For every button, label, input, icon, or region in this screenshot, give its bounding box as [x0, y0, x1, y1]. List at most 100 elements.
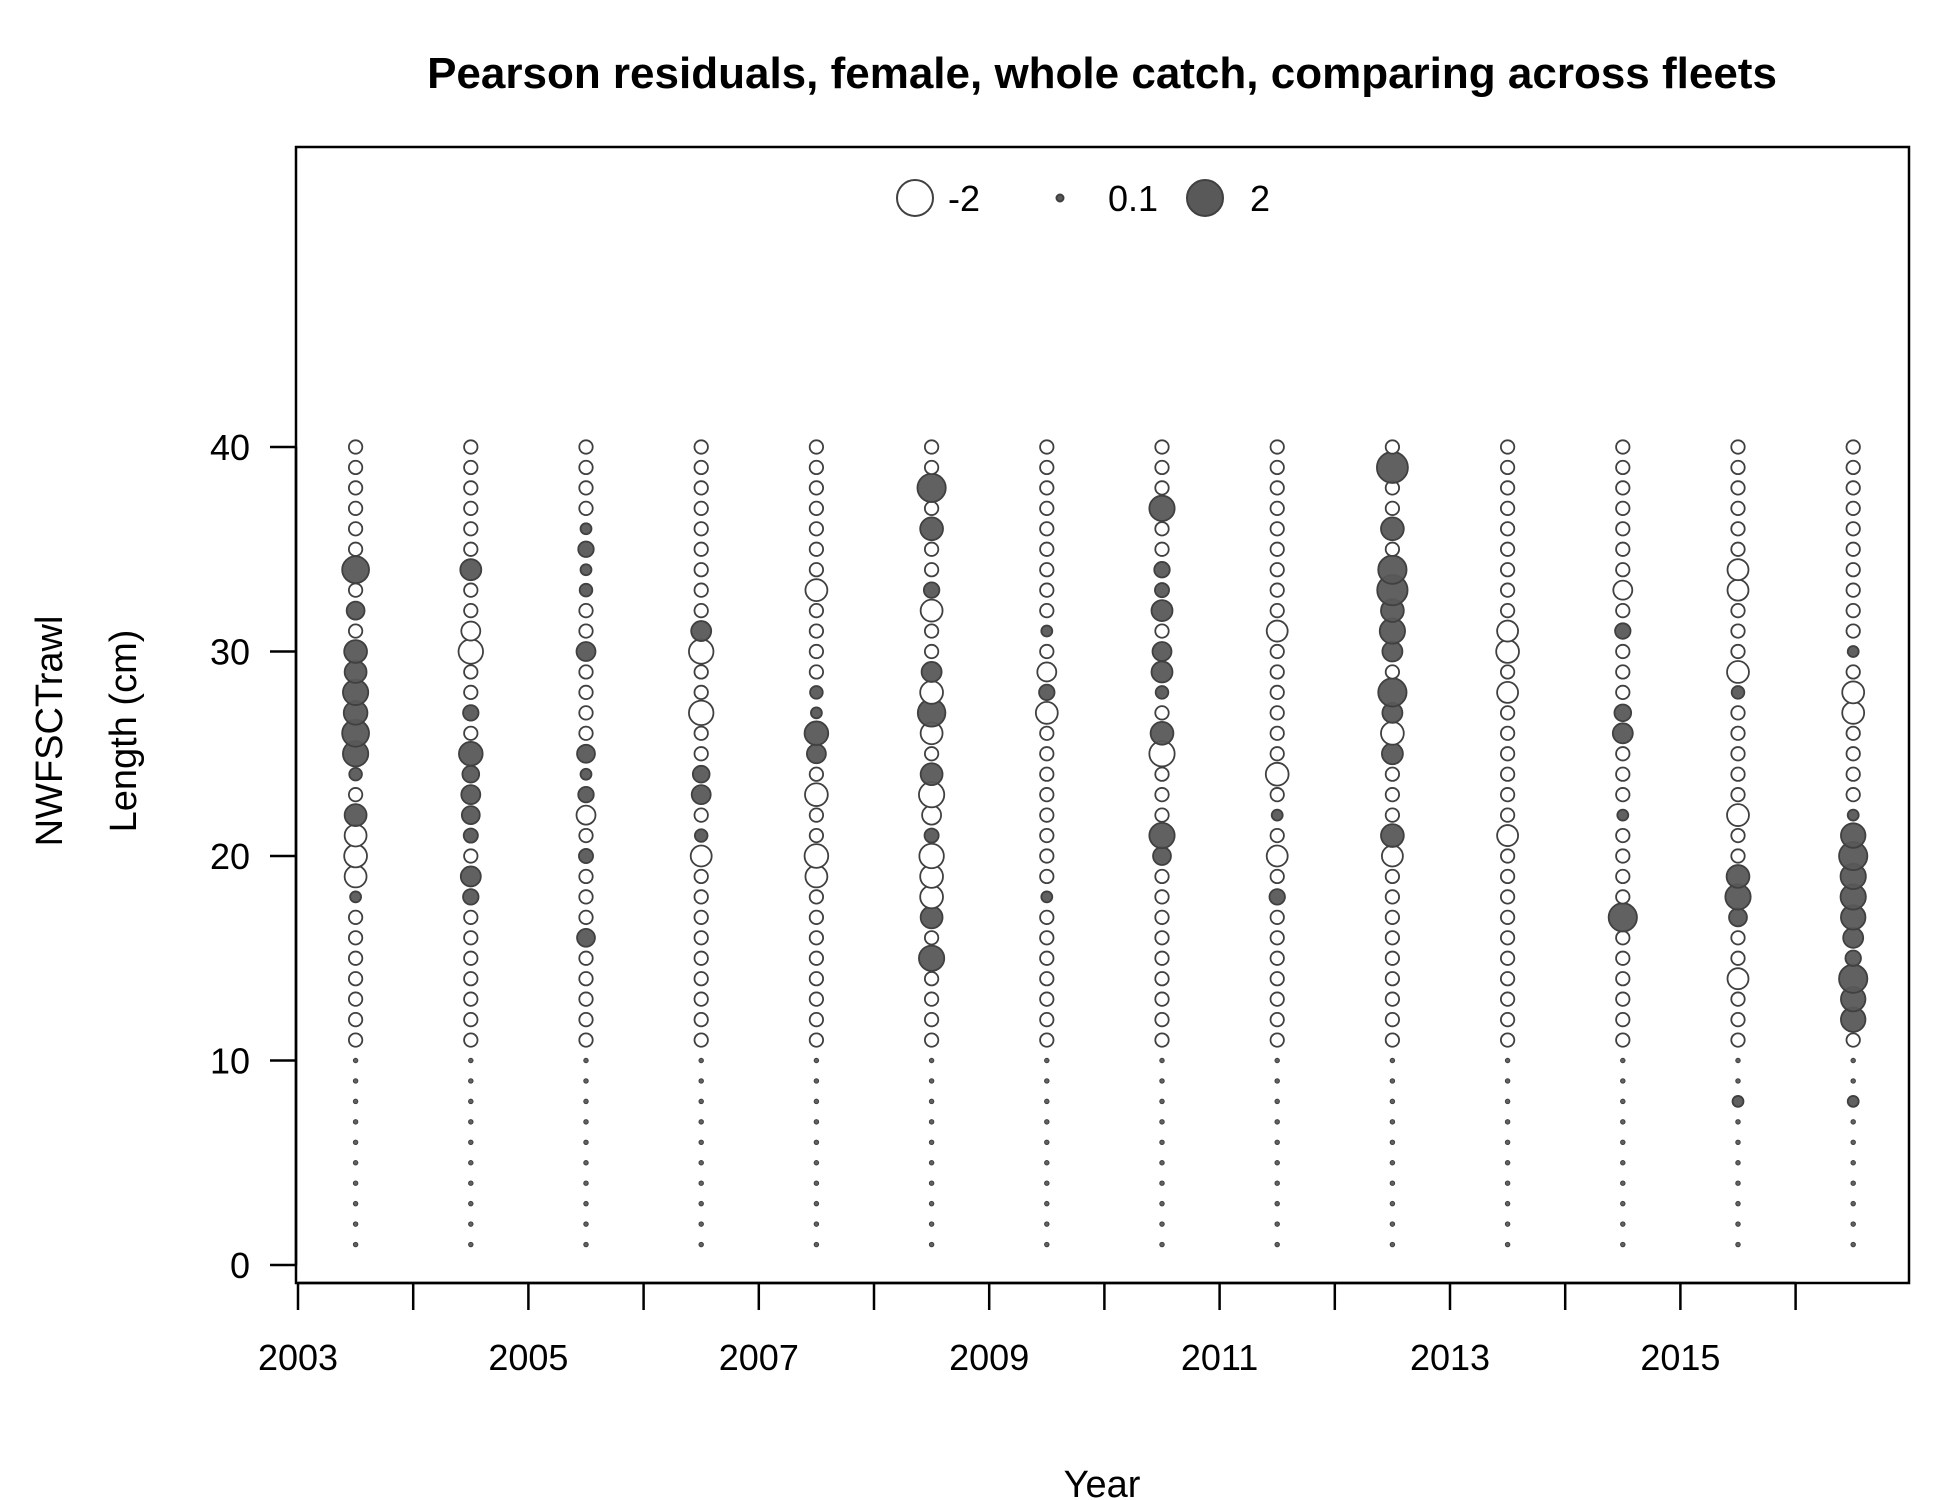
residual-bubble — [1154, 439, 1170, 455]
residual-bubble — [1039, 459, 1055, 476]
residual-bubble — [1269, 562, 1285, 578]
residual-bubble — [1730, 991, 1746, 1007]
residual-bubble — [804, 782, 829, 807]
residual-bubble — [1039, 868, 1055, 885]
residual-bubble — [352, 1078, 359, 1084]
residual-bubble — [1159, 1078, 1165, 1084]
residual-bubble — [919, 680, 944, 705]
residual-bubble — [809, 685, 824, 700]
residual-bubble — [1726, 967, 1750, 991]
residual-bubble — [1039, 725, 1055, 741]
residual-bubble — [1269, 459, 1285, 476]
residual-bubble — [1154, 807, 1170, 823]
residual-bubble — [579, 522, 593, 536]
residual-bubble — [1615, 827, 1631, 844]
residual-bubble — [1039, 746, 1055, 762]
residual-bubble — [1384, 807, 1401, 823]
residual-bubble — [1499, 746, 1516, 762]
residual-bubble — [1499, 1011, 1516, 1028]
residual-bubble — [1730, 685, 1746, 700]
residual-bubble — [1384, 909, 1401, 925]
legend-label: 0.1 — [1108, 178, 1158, 219]
residual-bubble — [1274, 1180, 1280, 1186]
residual-bubble — [1730, 725, 1746, 741]
residual-bubble — [1274, 1078, 1280, 1084]
residual-bubble — [1159, 1221, 1165, 1227]
residual-bubble — [1504, 1139, 1511, 1146]
residual-bubble — [1269, 787, 1285, 803]
residual-bubble — [693, 746, 709, 762]
residual-bubble — [1044, 1180, 1050, 1186]
residual-bubble — [693, 828, 709, 843]
residual-bubble — [1735, 1160, 1741, 1166]
residual-bubble — [463, 950, 479, 966]
residual-bubble — [1735, 1180, 1741, 1186]
plot-frame — [294, 145, 1911, 1285]
x-tick-label: 2009 — [949, 1337, 1029, 1378]
residual-bubble — [583, 1098, 589, 1105]
residual-bubble — [578, 480, 594, 496]
chart-title: Pearson residuals, female, whole catch, … — [427, 49, 1777, 98]
residual-bubble — [1845, 439, 1861, 455]
residual-bubble — [347, 950, 364, 966]
residual-bubble — [1380, 516, 1405, 542]
residual-bubble — [578, 684, 594, 701]
legend-symbol — [896, 179, 934, 217]
residual-bubble — [1725, 864, 1751, 889]
residual-bubble — [1842, 926, 1865, 949]
residual-bubble — [1154, 541, 1170, 557]
residual-bubble — [688, 638, 715, 665]
residual-bubble — [698, 1180, 704, 1186]
residual-bubble — [1384, 889, 1401, 905]
residual-bubble — [1499, 950, 1516, 966]
residual-bubble — [1274, 1139, 1280, 1146]
residual-bubble — [1615, 868, 1631, 885]
residual-bubble — [1615, 766, 1631, 782]
residual-bubble — [693, 459, 709, 476]
residual-bubble — [1615, 541, 1631, 557]
residual-bubble — [1845, 1032, 1861, 1048]
residual-bubble — [921, 804, 942, 826]
residual-bubble — [923, 541, 940, 557]
residual-bubble — [919, 905, 944, 930]
residual-bubble — [813, 1057, 820, 1064]
residual-bubble — [693, 521, 709, 537]
residual-bubble — [1845, 541, 1861, 557]
residual-bubble — [1845, 766, 1861, 782]
residual-bubble — [1615, 889, 1631, 905]
residual-bubble — [1620, 1160, 1626, 1166]
residual-bubble — [1268, 888, 1286, 906]
residual-bubble — [1039, 827, 1055, 844]
residual-bubble — [1269, 602, 1285, 619]
residual-bubble — [583, 1180, 589, 1186]
residual-bubble — [693, 930, 709, 946]
residual-bubble — [1381, 742, 1404, 766]
residual-bubble — [352, 1241, 359, 1248]
residual-bubble — [576, 927, 596, 948]
x-axis-label: Year — [1064, 1464, 1141, 1500]
residual-bubble — [578, 950, 594, 966]
residual-bubble — [928, 1119, 935, 1125]
residual-bubble — [1620, 1078, 1626, 1084]
residual-bubble — [813, 1180, 820, 1186]
residual-bubble — [463, 1032, 479, 1048]
residual-bubble — [1841, 700, 1866, 725]
residual-bubble — [352, 1180, 359, 1186]
residual-bubble — [1384, 439, 1401, 455]
residual-bubble — [578, 582, 594, 598]
residual-bubble — [1039, 500, 1055, 516]
residual-bubble — [1499, 848, 1516, 864]
residual-bubble — [808, 480, 825, 496]
residual-bubble — [693, 562, 709, 578]
residual-bubble — [1615, 562, 1631, 578]
residual-bubble — [1504, 1098, 1511, 1105]
residual-bubble — [1154, 459, 1170, 476]
residual-bubble — [1730, 480, 1746, 496]
residual-bubble — [1845, 725, 1861, 741]
residual-bubble — [1730, 950, 1746, 966]
residual-bubble — [1039, 562, 1055, 578]
residual-bubble — [1611, 722, 1634, 745]
residual-bubble — [1620, 1241, 1626, 1248]
residual-bubble — [578, 991, 594, 1007]
